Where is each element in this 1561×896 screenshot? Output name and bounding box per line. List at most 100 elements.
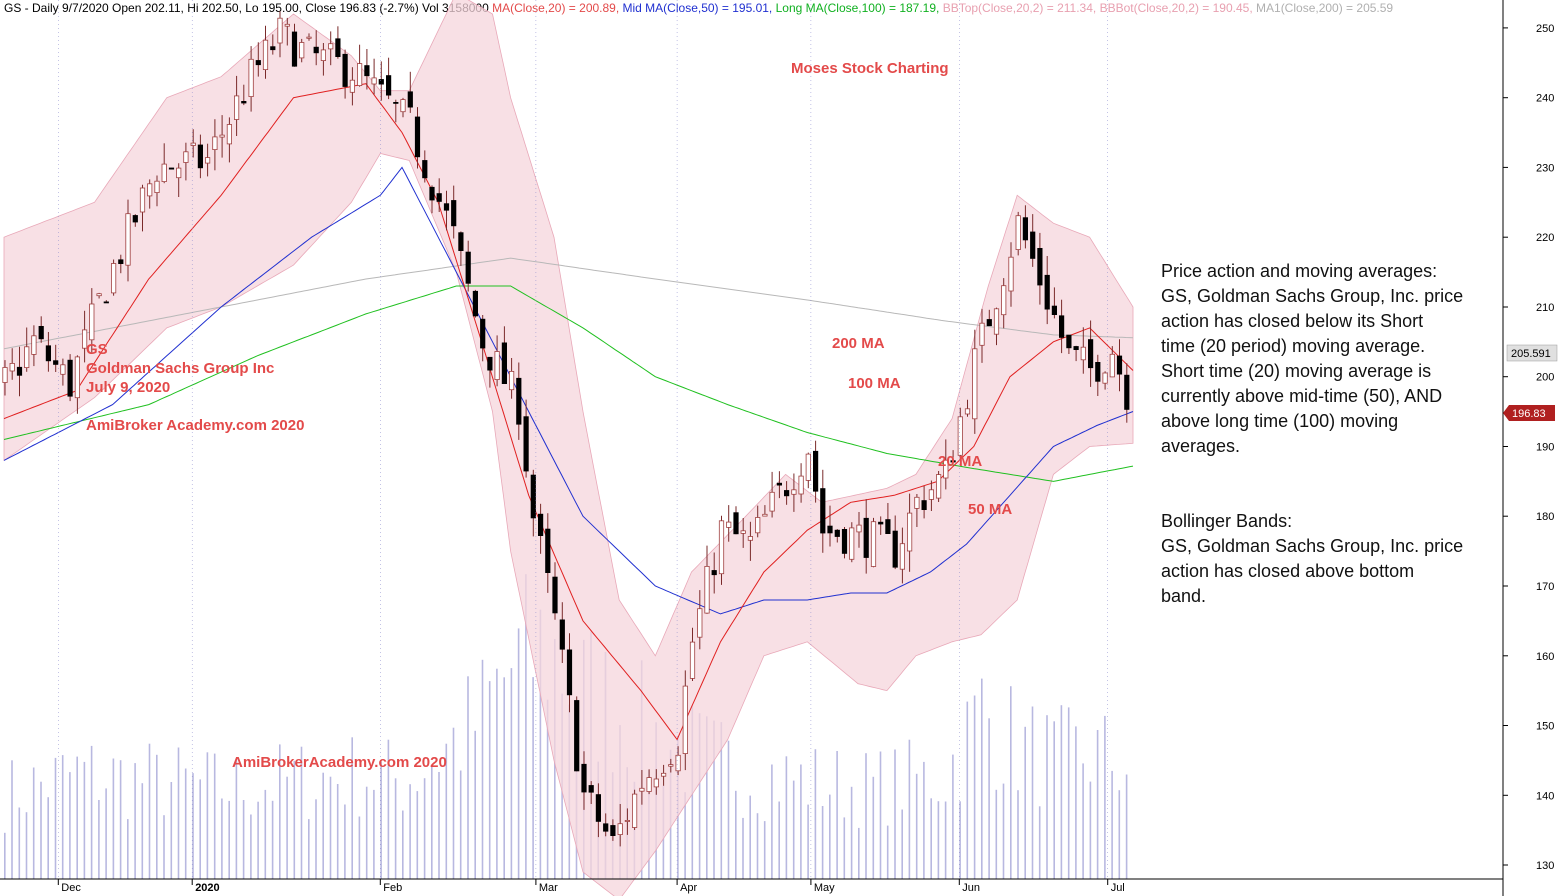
candle-down [501, 342, 508, 384]
volume-bar [756, 813, 759, 879]
candle-down [1059, 315, 1065, 338]
volume-bar [749, 795, 751, 879]
time-tick-label: 2020 [195, 882, 219, 894]
candle-down [588, 785, 594, 793]
candle-up [791, 489, 797, 495]
volume-bar [365, 786, 368, 879]
volume-bar [293, 760, 296, 879]
price-tick-label: 200 [1536, 372, 1554, 384]
candle-up [928, 489, 935, 500]
ticker-label: GS [86, 341, 108, 358]
volume-bar [923, 761, 925, 879]
volume-bar [481, 659, 484, 879]
time-tick-label: Apr [680, 882, 697, 894]
chart-title-annotation: Moses Stock Charting [791, 60, 949, 77]
volume-bar [358, 816, 361, 879]
candle-up [508, 370, 515, 391]
volume-bar [988, 718, 990, 879]
candle-down [342, 53, 348, 87]
candle-down [465, 251, 471, 284]
svg-text:196.83: 196.83 [1512, 408, 1546, 420]
volume-bar [879, 751, 882, 879]
candle-down [834, 529, 840, 537]
candle-up [740, 530, 746, 534]
candle-up [1102, 372, 1108, 384]
candle-up [914, 496, 920, 509]
volume-bar [402, 810, 404, 879]
volume-bar [865, 753, 867, 879]
bollinger-band-area [3, 0, 1134, 896]
candle-down [885, 519, 891, 534]
volume-bar [1053, 721, 1055, 879]
candle-up [726, 521, 732, 528]
candle-up [371, 77, 377, 85]
volume-bar [510, 668, 513, 879]
volume-bar [156, 754, 158, 879]
candle-up [993, 308, 1000, 335]
volume-bar [735, 790, 737, 879]
volume-bar [351, 737, 353, 879]
candle-down [1030, 231, 1036, 259]
volume-bar [4, 832, 6, 879]
candle-up [979, 322, 985, 346]
candle-up [972, 348, 978, 420]
volume-bar [380, 761, 382, 879]
volume-bar [257, 801, 259, 879]
candle-up [936, 474, 942, 499]
header-segment: BBBot(Close,20,2) = 190.45, [1100, 1, 1256, 15]
volume-bar [163, 815, 165, 879]
volume-bar [807, 804, 809, 879]
volume-bar [271, 800, 274, 879]
volume-bar [800, 764, 802, 879]
candle-down [581, 763, 587, 793]
volume-bar [546, 699, 549, 879]
volume-bar [170, 782, 173, 879]
ma200-label: 200 MA [832, 335, 885, 352]
volume-bar [814, 749, 817, 879]
volume-bar [76, 756, 78, 879]
time-tick-label: Jul [1111, 882, 1125, 894]
time-axis-ticks: Dec 2020 Feb Mar Apr May Jun Jul [57, 0, 1125, 894]
candle-down [472, 290, 479, 317]
candle-up [183, 151, 189, 163]
volume-bar [742, 817, 744, 879]
volume-bar [1031, 706, 1034, 879]
candle-up [226, 124, 232, 145]
candle-down [407, 91, 413, 108]
ma50-label: 50 MA [968, 501, 1012, 518]
volume-bar [336, 784, 339, 879]
volume-bar [966, 701, 969, 879]
volume-bar [329, 776, 332, 879]
note-line: Short time (20) moving average is [1161, 361, 1431, 381]
price-axis-ticks: 130 140 150 160 170 180 190 200 210 220 230 240 250 [1503, 23, 1554, 872]
candle-up [899, 543, 906, 570]
volume-bar [47, 797, 49, 879]
volume-bar [995, 789, 998, 879]
candle-up [111, 263, 117, 294]
volume-bar [235, 758, 238, 879]
volume-bar [1082, 763, 1084, 879]
candle-up [277, 17, 283, 44]
candle-down [574, 700, 580, 772]
candle-down [516, 377, 522, 425]
volume-bar [959, 801, 961, 879]
volume-bar [264, 789, 267, 879]
volume-bar [915, 773, 918, 879]
volume-bar [829, 794, 831, 879]
candle-down [458, 232, 464, 251]
candle-up [320, 49, 327, 62]
price-tick-label: 250 [1536, 23, 1554, 35]
candle-down [986, 319, 992, 327]
volume-bar [112, 758, 115, 879]
candle-down [1088, 339, 1094, 369]
volume-bar [850, 786, 853, 879]
candle-down [241, 101, 247, 104]
candle-up [646, 777, 652, 792]
candle-down [841, 529, 848, 554]
volume-bar [438, 772, 440, 879]
ma20-label: 20 MA [938, 453, 982, 470]
volume-bar [416, 791, 419, 879]
volume-bar [496, 668, 498, 879]
candle-up [668, 764, 674, 767]
